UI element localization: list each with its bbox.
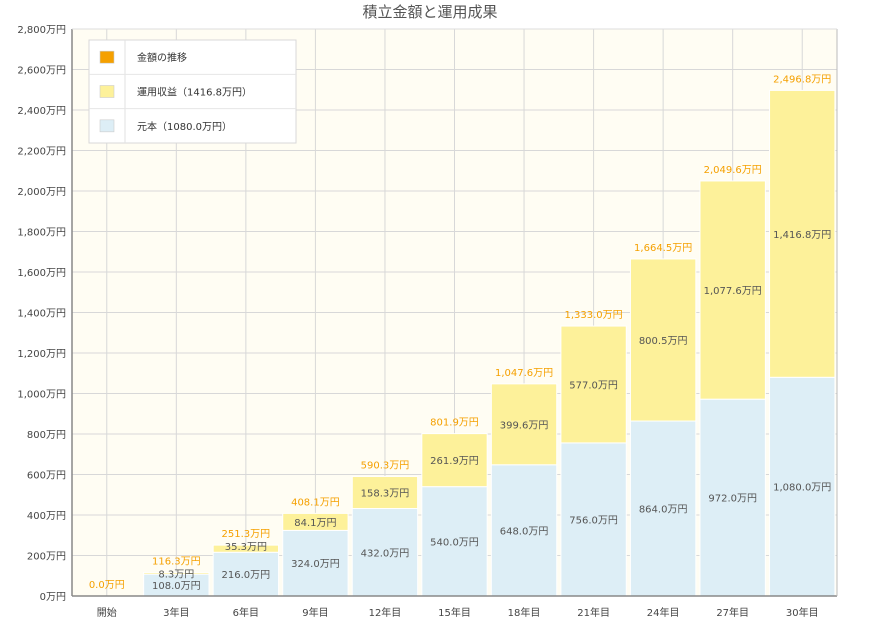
bar-gain-label: 577.0万円 xyxy=(569,380,618,391)
bar-gain xyxy=(421,433,488,488)
bar-principal xyxy=(629,420,697,597)
bar-principal-label: 864.0万円 xyxy=(639,505,688,516)
x-tick-label: 30年目 xyxy=(786,606,819,619)
bar-principal-label: 324.0万円 xyxy=(291,559,340,570)
y-tick-label: 200万円 xyxy=(27,552,66,563)
chart-title: 積立金額と運用成果 xyxy=(362,3,497,21)
bar-total-label: 2,496.8万円 xyxy=(773,74,831,85)
legend-swatch xyxy=(99,119,115,133)
legend-label: 元本（1080.0万円） xyxy=(137,120,232,133)
bar-principal-label: 216.0万円 xyxy=(222,570,271,581)
y-tick-label: 2,000万円 xyxy=(17,187,66,198)
x-tick-label: 24年目 xyxy=(647,606,680,619)
y-tick-label: 600万円 xyxy=(27,471,66,482)
x-tick-label: 21年目 xyxy=(577,606,610,619)
x-tick-label: 6年目 xyxy=(233,606,259,619)
bar-principal-label: 432.0万円 xyxy=(361,548,410,559)
bar-total-label: 1,047.6万円 xyxy=(495,368,553,379)
bar-total-label: 408.1万円 xyxy=(291,497,340,508)
y-tick-label: 1,600万円 xyxy=(17,268,66,279)
legend-swatch xyxy=(99,50,115,64)
bar-gain xyxy=(212,544,280,553)
bar-total-label: 2,049.6万円 xyxy=(704,165,762,176)
bar-principal-label: 648.0万円 xyxy=(500,526,549,537)
y-tick-label: 1,200万円 xyxy=(17,349,66,360)
bar-total-label: 1,664.5万円 xyxy=(634,243,692,254)
y-tick-label: 2,800万円 xyxy=(17,25,66,36)
bar-gain xyxy=(769,89,836,378)
x-tick-label: 9年目 xyxy=(302,606,328,619)
legend-label: 金額の推移 xyxy=(137,51,187,64)
bar-gain xyxy=(282,512,349,531)
bar-gain-label: 1,416.8万円 xyxy=(773,230,831,241)
bar-total-label: 116.3万円 xyxy=(152,556,201,567)
bar-principal xyxy=(282,529,349,597)
y-tick-label: 800万円 xyxy=(27,430,66,441)
y-tick-label: 1,800万円 xyxy=(17,228,66,239)
bar-principal-label: 1,080.0万円 xyxy=(773,483,831,494)
bar-gain xyxy=(490,383,558,466)
x-tick-label: 18年目 xyxy=(508,606,541,619)
bar-gain xyxy=(629,258,697,422)
bar-gain-label: 158.3万円 xyxy=(361,488,410,499)
y-tick-label: 1,400万円 xyxy=(17,309,66,320)
y-tick-label: 2,600万円 xyxy=(17,66,66,77)
bar-total-label: 801.9万円 xyxy=(430,418,479,429)
bar-principal-label: 108.0万円 xyxy=(152,581,201,592)
x-tick-label: 12年目 xyxy=(369,606,402,619)
y-tick-label: 2,400万円 xyxy=(17,106,66,117)
legend-swatch xyxy=(99,85,115,98)
bar-gain-label: 399.6万円 xyxy=(500,420,549,431)
bar-principal xyxy=(351,508,419,597)
bar-gain xyxy=(560,325,627,444)
bar-total-label: 590.3万円 xyxy=(361,460,410,471)
bar-gain-label: 261.9万円 xyxy=(430,456,479,467)
y-tick-label: 1,000万円 xyxy=(17,390,66,401)
x-tick-label: 27年目 xyxy=(716,606,749,619)
bar-gain-label: 84.1万円 xyxy=(294,518,336,529)
x-tick-label: 開始 xyxy=(97,606,117,619)
bar-principal-label: 756.0万円 xyxy=(569,515,618,526)
bar-total-label: 0.0万円 xyxy=(89,580,125,591)
x-tick-label: 15年目 xyxy=(438,606,471,619)
x-tick-label: 3年目 xyxy=(163,606,189,619)
legend-label: 運用収益（1416.8万円） xyxy=(137,86,252,99)
bar-gain xyxy=(699,180,766,400)
y-tick-label: 2,200万円 xyxy=(17,147,66,158)
bar-gain-label: 8.3万円 xyxy=(158,569,194,580)
bar-total-label: 1,333.0万円 xyxy=(565,310,623,321)
bar-principal xyxy=(421,486,488,597)
bar-gain-label: 35.3万円 xyxy=(225,542,267,553)
y-tick-label: 400万円 xyxy=(27,511,66,522)
bar-principal-label: 972.0万円 xyxy=(708,494,757,505)
bar-principal-label: 540.0万円 xyxy=(430,537,479,548)
bar-gain-label: 1,077.6万円 xyxy=(704,286,762,297)
bar-principal xyxy=(699,398,766,597)
bar-gain xyxy=(351,475,419,510)
legend-box xyxy=(88,39,297,144)
bar-total-label: 251.3万円 xyxy=(222,529,271,540)
bar-gain-label: 800.5万円 xyxy=(639,336,688,347)
bar-gain xyxy=(143,571,210,575)
y-tick-label: 0万円 xyxy=(40,592,66,603)
